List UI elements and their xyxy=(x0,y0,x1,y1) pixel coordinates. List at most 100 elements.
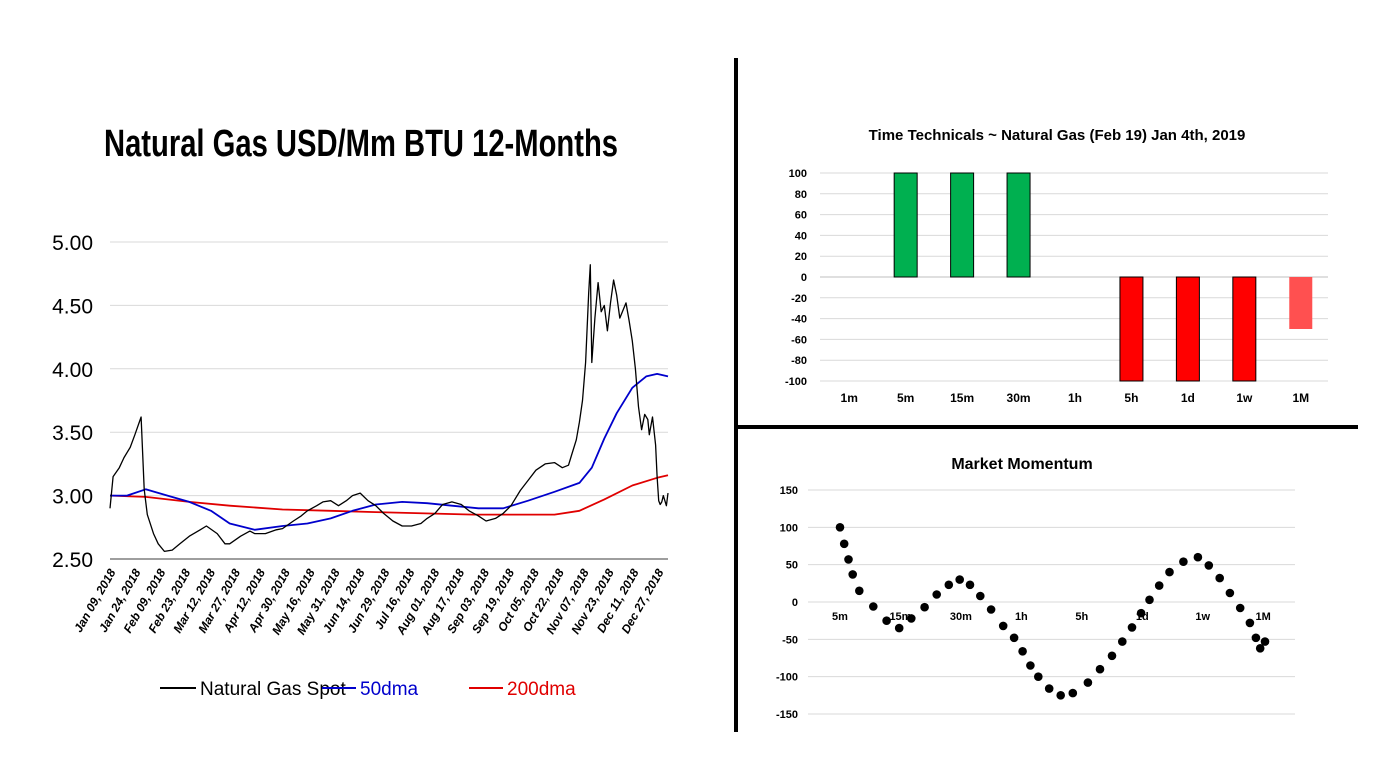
scatter-point xyxy=(932,590,941,599)
scatter-point xyxy=(882,616,891,625)
x-tick-label: 1d xyxy=(1181,391,1195,405)
x-tick-label: 1w xyxy=(1236,391,1253,405)
y-tick-label: 100 xyxy=(789,168,807,180)
scatter-point xyxy=(839,539,849,549)
scatter-point xyxy=(986,605,996,614)
y-tick-label: 2.50 xyxy=(52,549,93,572)
x-tick-label: 1M xyxy=(1292,391,1309,405)
scatter-point xyxy=(855,586,864,596)
scatter-point xyxy=(844,555,853,564)
scatter-point xyxy=(835,523,845,532)
y-tick-label: 50 xyxy=(786,560,798,572)
y-tick-label: 80 xyxy=(795,189,807,201)
time-technicals-bar-chart: Time Technicals ~ Natural Gas (Feb 19) J… xyxy=(785,127,1328,405)
bar-1d xyxy=(1175,276,1200,382)
chart-title: Natural Gas USD/Mm BTU 12-Months xyxy=(104,123,618,165)
x-tick-label: 30m xyxy=(1007,391,1031,405)
y-tick-label: 100 xyxy=(780,522,798,534)
scatter-point xyxy=(1018,647,1027,656)
x-tick-label: 5m xyxy=(897,391,914,405)
scatter-point xyxy=(1193,552,1203,562)
gridlines xyxy=(110,241,668,560)
y-tick-label: 3.00 xyxy=(52,486,93,509)
x-category-label: 1M xyxy=(1256,611,1271,623)
y-tick-label: 4.00 xyxy=(52,359,93,382)
scatter-point xyxy=(1118,637,1127,646)
bar-1w xyxy=(1232,276,1257,382)
bar-1M xyxy=(1289,277,1313,329)
legend: Natural Gas Spot 50dma 200dma xyxy=(160,679,576,700)
natural-gas-12-month-chart: Natural Gas USD/Mm BTU 12-Months 5.00 4.5… xyxy=(52,123,669,700)
x-category-label: 5h xyxy=(1075,611,1088,623)
scatter-point xyxy=(1179,557,1188,566)
y-axis-tick-labels: 5.00 4.50 4.00 3.50 3.00 2.50 xyxy=(52,232,93,572)
scatter-point xyxy=(1145,595,1154,605)
legend-label: 50dma xyxy=(360,679,419,700)
scatter-point xyxy=(1225,588,1235,598)
y-tick-label: -150 xyxy=(776,709,798,721)
scatter-point xyxy=(1095,664,1105,674)
scatter-point xyxy=(955,575,964,584)
x-category-label: 1h xyxy=(1015,611,1028,623)
scatter-point xyxy=(1056,691,1065,700)
y-axis-tick-labels: 100 80 60 40 20 0 -20 -40 -60 -80 -100 xyxy=(785,168,807,388)
scatter-point xyxy=(1107,651,1117,661)
y-tick-label: -50 xyxy=(782,634,798,646)
y-tick-label: 4.50 xyxy=(52,295,93,318)
scatter-point xyxy=(1245,618,1255,628)
bars xyxy=(893,172,1313,382)
x-category-label: 1w xyxy=(1195,611,1210,623)
y-tick-label: -80 xyxy=(791,355,807,367)
y-tick-label: -100 xyxy=(785,376,807,388)
y-axis-tick-labels: 150 100 50 0 -50 -100 -150 xyxy=(776,485,798,721)
scatter-point xyxy=(1235,603,1245,613)
y-tick-label: 60 xyxy=(795,210,807,222)
vertical-divider xyxy=(734,58,738,732)
x-category-label: 5m xyxy=(832,611,848,623)
scatter-point xyxy=(1154,581,1164,590)
series-line-natural-gas-spot xyxy=(109,264,669,553)
x-tick-label: 5h xyxy=(1124,391,1138,405)
bar-5m xyxy=(893,172,918,278)
x-category-label: 15m xyxy=(889,611,911,623)
y-tick-label: -60 xyxy=(791,334,807,346)
scatter-point xyxy=(1204,561,1214,570)
scatter-point xyxy=(976,591,985,601)
scatter-point xyxy=(1083,678,1093,687)
y-tick-label: -40 xyxy=(791,314,807,326)
chart-title: Market Momentum xyxy=(951,456,1092,473)
x-tick-label: 1m xyxy=(841,391,858,405)
scatter-point xyxy=(998,621,1008,631)
scatter-point xyxy=(1165,567,1174,577)
scatter-point xyxy=(1044,684,1054,693)
x-axis-tick-labels: 1m 5m 15m 30m 1h 5h 1d 1w 1M xyxy=(841,391,1310,405)
y-tick-label: -20 xyxy=(791,293,807,305)
series-line-200dma xyxy=(109,474,669,516)
y-tick-label: 5.00 xyxy=(52,232,93,255)
scatter-point xyxy=(1034,672,1043,681)
bar-5h xyxy=(1119,276,1144,382)
scatter-point xyxy=(848,570,857,579)
legend-label: 200dma xyxy=(507,679,576,700)
y-tick-label: -100 xyxy=(776,672,798,684)
series-line-50dma xyxy=(110,373,669,531)
scatter-point xyxy=(1251,633,1261,643)
scatter-point xyxy=(1009,633,1019,643)
scatter-point xyxy=(1215,573,1224,583)
scatter-point xyxy=(907,614,916,623)
scatter-point xyxy=(869,602,878,611)
legend-label: Natural Gas Spot xyxy=(200,679,346,700)
scatter-point xyxy=(1255,644,1265,653)
market-momentum-chart: Market Momentum 150 100 50 0 -50 -100 -150 5m 1… xyxy=(776,456,1295,721)
horizontal-divider xyxy=(736,425,1358,429)
scatter-point xyxy=(1026,661,1035,670)
y-tick-label: 0 xyxy=(801,272,807,284)
series-lines xyxy=(109,264,669,553)
scatter-point xyxy=(1136,608,1146,618)
y-tick-label: 20 xyxy=(795,251,807,263)
bar-15m xyxy=(950,172,975,278)
x-tick-label: 15m xyxy=(950,391,974,405)
